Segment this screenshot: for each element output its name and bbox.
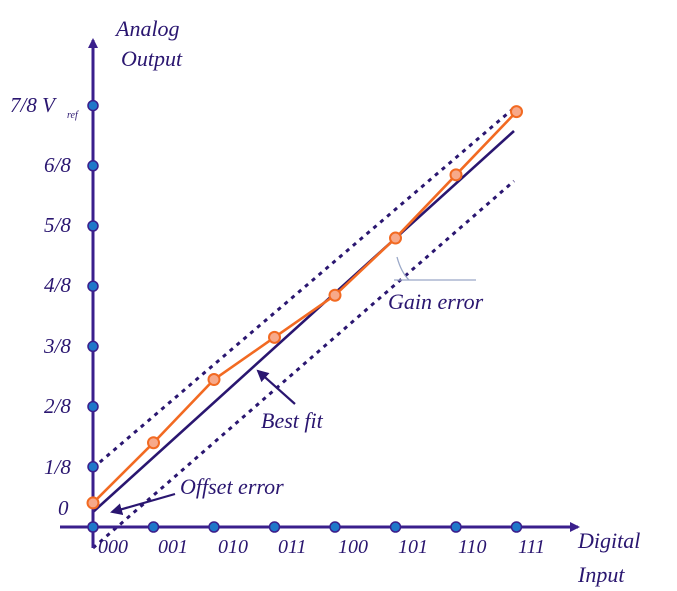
- y-tick-label-2: 2/8: [44, 394, 71, 418]
- offset-error-label: Offset error: [180, 474, 284, 499]
- x-axis-marker: [268, 521, 281, 533]
- x-tick-label-000: 000: [98, 536, 128, 558]
- y-axis-title-line2: Output: [121, 46, 183, 71]
- x-axis-marker: [208, 521, 220, 533]
- actual-output-point: [147, 436, 160, 450]
- best-fit-line: [92, 130, 515, 513]
- y-tick-label-3: 3/8: [43, 334, 71, 358]
- x-axis-marker: [87, 521, 99, 533]
- x-axis-title-line1: Digital: [577, 528, 640, 553]
- best-fit-label: Best fit: [261, 408, 324, 433]
- y-axis-marker: [87, 99, 99, 112]
- y-axis-marker: [87, 220, 99, 232]
- y-tick-label-5: 5/8: [44, 213, 71, 237]
- y-tick-label-0: 0: [58, 496, 69, 520]
- y-tick-label-1: 1/8: [44, 455, 71, 479]
- x-tick-label-110: 110: [458, 536, 487, 558]
- x-axis-marker: [510, 521, 523, 533]
- actual-output-point: [207, 373, 221, 387]
- actual-output-point: [328, 288, 342, 302]
- x-tick-label-001: 001: [158, 536, 188, 558]
- x-axis-marker: [389, 521, 402, 533]
- gain-error-label: Gain error: [388, 289, 484, 314]
- x-tick-label-010: 010: [218, 536, 248, 558]
- x-tick-label-100: 100: [338, 536, 368, 558]
- x-tick-label-101: 101: [398, 536, 428, 558]
- offset-error-arrow: [110, 492, 176, 516]
- actual-output-curve: [92, 110, 518, 504]
- actual-output-point: [389, 231, 402, 245]
- upper-error-bound: [92, 106, 515, 470]
- y-tick-label-6: 6/8: [44, 153, 71, 177]
- x-axis-marker: [450, 521, 462, 533]
- best-fit-arrow: [256, 369, 296, 405]
- y-axis-marker: [87, 280, 99, 292]
- x-axis-marker: [147, 521, 160, 533]
- gain-error-angle-arc: [396, 256, 410, 281]
- y-axis-title-line1: Analog: [114, 16, 180, 41]
- y-axis-marker: [87, 340, 99, 353]
- x-axis-marker: [329, 521, 341, 533]
- vref-subscript: ref: [67, 110, 79, 121]
- y-tick-label-4: 4/8: [44, 273, 71, 297]
- y-axis-marker: [87, 160, 99, 172]
- actual-output-point: [86, 496, 100, 510]
- y-tick-label-7: 7/8 V: [10, 93, 57, 117]
- y-axis-marker: [87, 400, 99, 413]
- x-axis-title-line2: Input: [577, 562, 625, 587]
- lower-error-bound: [92, 179, 515, 550]
- x-tick-label-111: 111: [518, 536, 545, 558]
- actual-output-point: [510, 105, 523, 119]
- actual-output-point: [449, 168, 463, 182]
- actual-output-point: [268, 330, 281, 344]
- x-tick-label-011: 011: [278, 536, 307, 558]
- y-axis-marker: [87, 461, 99, 473]
